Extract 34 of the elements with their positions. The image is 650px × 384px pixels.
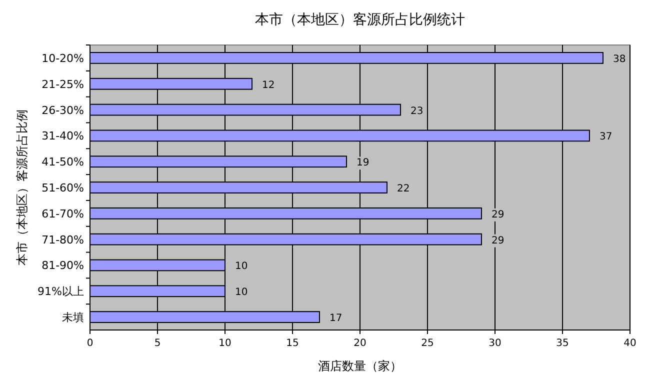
data-label: 17 bbox=[330, 313, 342, 324]
data-label: 37 bbox=[600, 132, 612, 143]
data-label: 23 bbox=[410, 106, 424, 117]
y-tick-label: 81-90% bbox=[42, 259, 84, 272]
chart-title: 本市（本地区）客源所占比例统计 bbox=[255, 12, 465, 28]
x-tick-label: 15 bbox=[286, 338, 299, 349]
x-tick-label: 25 bbox=[421, 338, 434, 349]
data-label: 12 bbox=[262, 80, 275, 91]
x-tick-label: 40 bbox=[624, 338, 636, 349]
y-tick-label: 21-25% bbox=[42, 78, 84, 91]
x-tick-label: 0 bbox=[86, 338, 94, 349]
y-tick-label: 61-70% bbox=[42, 207, 84, 220]
y-tick-label: 51-60% bbox=[42, 182, 84, 194]
data-label: 29 bbox=[492, 209, 504, 220]
y-tick-label: 41-50% bbox=[42, 156, 84, 169]
data-label: 22 bbox=[397, 184, 410, 194]
x-tick-label: 30 bbox=[488, 338, 502, 349]
y-tick-label: 未填 bbox=[62, 311, 84, 324]
data-label: 29 bbox=[492, 235, 504, 246]
data-label: 10 bbox=[235, 287, 248, 298]
y-tick-label: 10-20% bbox=[42, 52, 84, 65]
x-tick-label: 10 bbox=[218, 338, 232, 349]
y-axis-title: 本市（本地区）客源所占比例 bbox=[15, 110, 29, 266]
data-label: 19 bbox=[356, 158, 370, 169]
x-axis-title: 酒店数量（家） bbox=[318, 359, 402, 373]
y-tick-label: 26-30% bbox=[42, 104, 84, 117]
x-tick-label: 35 bbox=[556, 338, 569, 349]
y-tick-label: 91%以上 bbox=[38, 285, 84, 298]
y-tick-label: 31-40% bbox=[42, 130, 84, 143]
y-tick-label: 71-80% bbox=[42, 233, 84, 246]
data-label: 10 bbox=[235, 261, 248, 272]
x-tick-label: 20 bbox=[354, 338, 366, 349]
data-label: 38 bbox=[613, 54, 626, 65]
x-tick-label: 5 bbox=[154, 338, 161, 349]
